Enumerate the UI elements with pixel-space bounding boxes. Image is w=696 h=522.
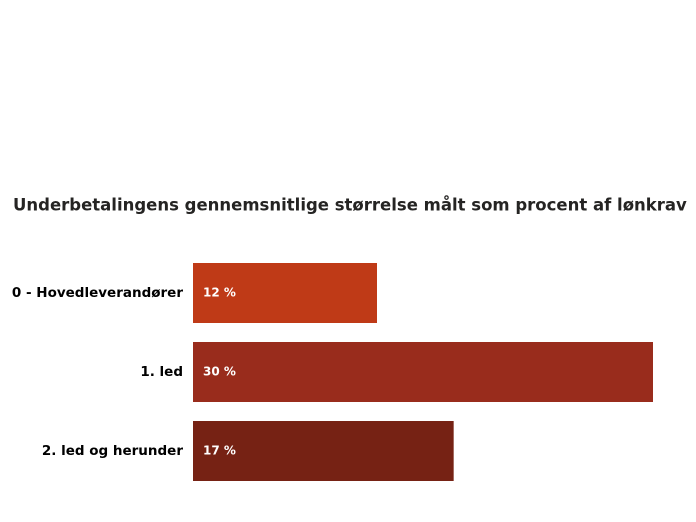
chart-title: Underbetalingens gennemsnitlige størrels… bbox=[13, 196, 687, 215]
bar bbox=[193, 421, 454, 481]
value-label: 30 % bbox=[203, 365, 236, 379]
category-label: 0 - Hovedleverandører bbox=[12, 285, 183, 301]
value-label: 17 % bbox=[203, 444, 236, 458]
value-label: 12 % bbox=[203, 286, 236, 300]
bar bbox=[193, 263, 377, 323]
bar bbox=[193, 342, 653, 402]
category-label: 1. led bbox=[140, 364, 183, 380]
category-label: 2. led og herunder bbox=[42, 443, 183, 459]
